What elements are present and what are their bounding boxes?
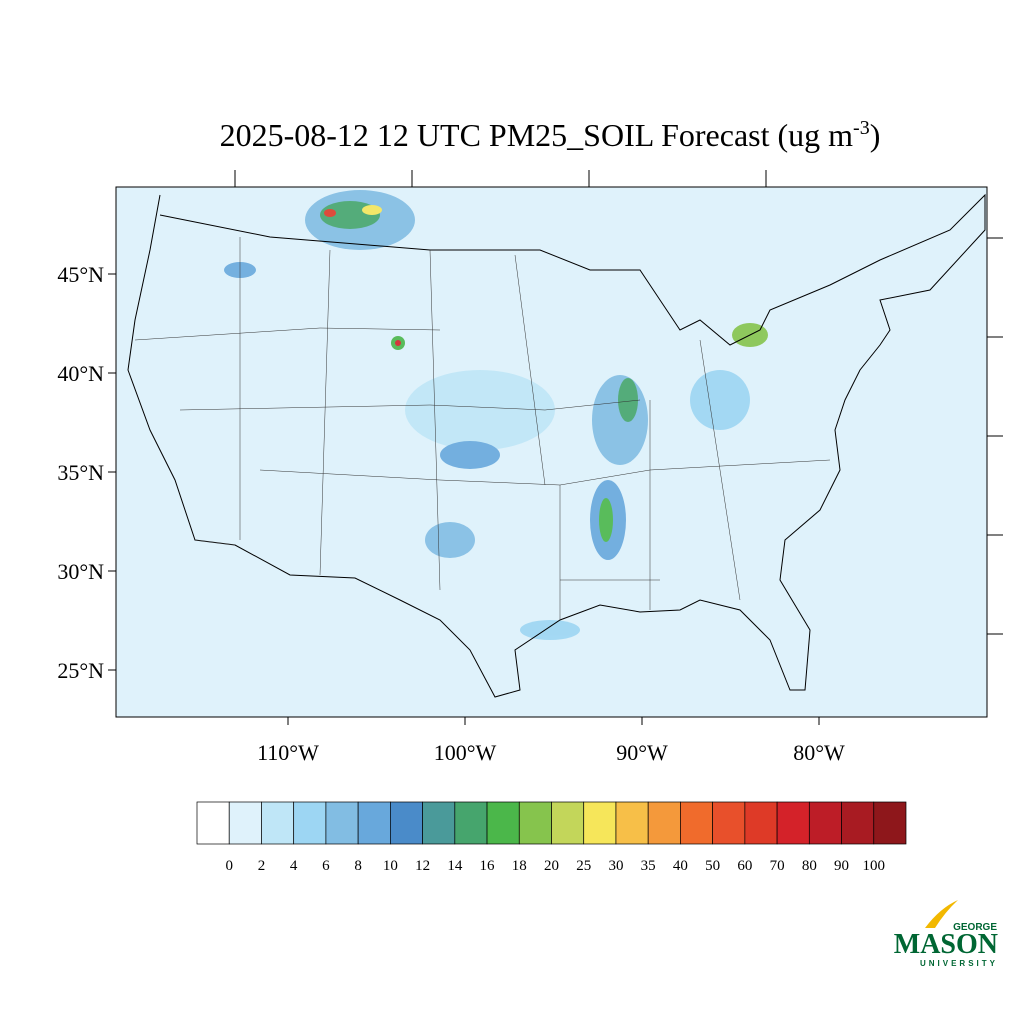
colorbar-label: 18 <box>512 858 527 874</box>
colorbar-box <box>551 801 585 845</box>
logo-mark <box>925 900 958 928</box>
map <box>108 170 1003 725</box>
lon-label: 80°W <box>793 740 845 765</box>
colorbar-box <box>422 801 456 845</box>
colorbar-box <box>486 801 520 845</box>
colorbar-box <box>196 801 230 845</box>
colorbar-label: 2 <box>258 858 266 874</box>
colorbar-label: 4 <box>290 858 298 874</box>
logo: GEORGE MASON UNIVERSITY <box>894 900 998 968</box>
colorbar-label: 14 <box>447 858 463 874</box>
colorbar-box <box>325 801 359 845</box>
colorbar-box <box>583 801 617 845</box>
lat-label: 40°N <box>57 361 104 386</box>
lat-label: 30°N <box>57 559 104 584</box>
colorbar-label: 6 <box>322 858 330 874</box>
colorbar-label: 40 <box>673 858 688 874</box>
colorbar-box <box>228 801 262 845</box>
colorbar-label: 25 <box>576 858 591 874</box>
lat-label: 45°N <box>57 262 104 287</box>
colorbar-label: 8 <box>354 858 362 874</box>
colorbar-box <box>841 801 875 845</box>
lat-label: 35°N <box>57 460 104 485</box>
colorbar-box <box>712 801 746 845</box>
colorbar-box <box>615 801 649 845</box>
coastline <box>127 193 986 698</box>
colorbar-box <box>647 801 681 845</box>
colorbar-box <box>744 801 778 845</box>
colorbar-box <box>357 801 391 845</box>
colorbar-label: 16 <box>480 858 496 874</box>
colorbar-box <box>680 801 713 845</box>
colorbar-label: 10 <box>383 858 398 874</box>
colorbar-box <box>293 801 327 845</box>
colorbar-label: 60 <box>737 858 752 874</box>
lon-label: 90°W <box>616 740 668 765</box>
colorbar-label: 30 <box>608 858 623 874</box>
state-borders <box>134 237 831 620</box>
colorbar-box <box>454 801 488 845</box>
colorbar-label: 12 <box>415 858 430 874</box>
lon-label: 110°W <box>257 740 319 765</box>
colorbar-box <box>776 801 810 845</box>
colorbar-label: 0 <box>225 858 233 874</box>
title: 2025-08-12 12 UTC PM25_SOIL Forecast (ug… <box>220 117 881 153</box>
colorbar-box <box>390 801 423 845</box>
colorbar-label: 100 <box>863 858 886 874</box>
colorbar: 0 2 4 6 8 10 12 14 16 18 20 25 30 35 40 50 60 70 80 90 100 <box>196 801 907 874</box>
lon-label: 100°W <box>434 740 497 765</box>
colorbar-label: 80 <box>802 858 817 874</box>
colorbar-label: 70 <box>770 858 785 874</box>
colorbar-label: 20 <box>544 858 559 874</box>
lat-label: 25°N <box>57 658 104 683</box>
logo-bottom: UNIVERSITY <box>920 959 998 968</box>
colorbar-box <box>518 801 552 845</box>
colorbar-box <box>808 801 842 845</box>
colorbar-box <box>873 801 907 845</box>
logo-main: MASON <box>894 929 998 960</box>
colorbar-label: 90 <box>834 858 849 874</box>
colorbar-label: 35 <box>641 858 656 874</box>
colorbar-box <box>261 801 295 845</box>
colorbar-label: 50 <box>705 858 720 874</box>
logo-top: GEORGE <box>953 922 997 933</box>
